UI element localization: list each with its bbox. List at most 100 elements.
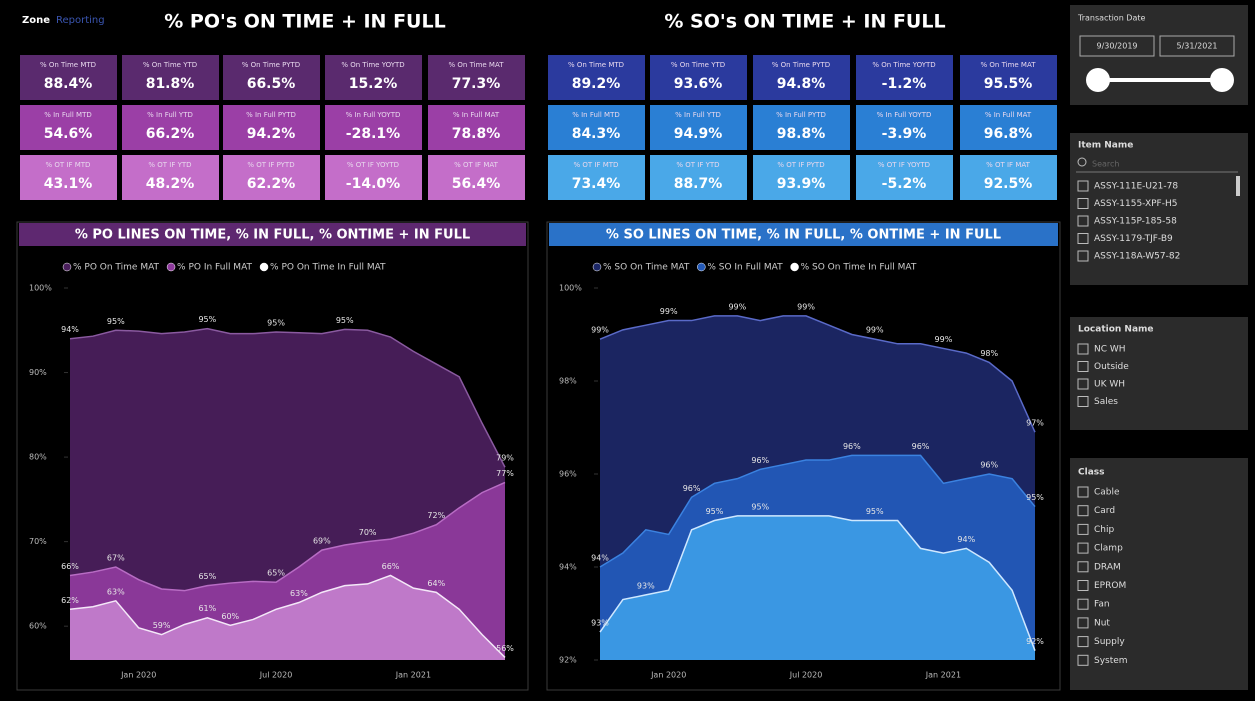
slider-handle[interactable]: [1086, 68, 1110, 92]
kpi-card: [753, 55, 850, 100]
slicer-item[interactable]: ASSY-1155-XPF-H5: [1094, 199, 1177, 209]
kpi-card: [650, 55, 747, 100]
kpi-card: [223, 55, 320, 100]
checkbox[interactable]: [1077, 654, 1089, 666]
checkbox[interactable]: [1077, 542, 1089, 554]
checkbox[interactable]: [1077, 215, 1089, 227]
kpi-value: 84.3%: [572, 126, 621, 142]
kpi-value: -28.1%: [346, 126, 400, 142]
po-title: % PO's ON TIME + IN FULL: [164, 11, 445, 33]
kpi-value: 54.6%: [44, 126, 93, 142]
date-box[interactable]: [1079, 35, 1155, 57]
kpi-value: 15.2%: [349, 76, 398, 92]
data-label: 94%: [591, 554, 609, 563]
date-box[interactable]: [1159, 35, 1235, 57]
checkbox[interactable]: [1077, 561, 1089, 573]
search-box[interactable]: Search: [1092, 160, 1119, 169]
data-label: 95%: [1026, 493, 1044, 502]
kpi-value: 62.2%: [247, 176, 296, 192]
checkbox[interactable]: [1077, 361, 1089, 372]
kpi-label: % In Full MTD: [572, 111, 620, 119]
slicer-item[interactable]: NC WH: [1094, 345, 1126, 355]
slicer-item[interactable]: Outside: [1094, 362, 1129, 372]
checkbox[interactable]: [1077, 617, 1089, 629]
slicer-item[interactable]: UK WH: [1094, 380, 1125, 390]
slicer-item[interactable]: ASSY-1179-TJF-B9: [1094, 234, 1173, 244]
checkbox[interactable]: [1077, 598, 1089, 610]
slicer-title: Class: [1078, 468, 1104, 478]
legend-swatch: [166, 262, 176, 272]
data-label: 79%: [496, 454, 514, 463]
kpi-value: 81.8%: [146, 76, 195, 92]
x-tick-label: Jan 2021: [925, 671, 961, 680]
y-tick-label: 80%: [29, 453, 47, 462]
y-tick-label: 90%: [29, 368, 47, 377]
legend-label: % SO On Time In Full MAT: [801, 263, 917, 273]
slicer-title: Location Name: [1078, 325, 1154, 335]
x-tick-label: Jul 2020: [789, 671, 823, 680]
kpi-label: % In Full YTD: [147, 111, 193, 119]
date-start[interactable]: 9/30/2019: [1096, 42, 1137, 51]
kpi-value: 94.8%: [777, 76, 826, 92]
series-line: [69, 481, 506, 592]
data-label: 62%: [61, 596, 79, 605]
slicer-item[interactable]: EPROM: [1094, 581, 1126, 591]
kpi-label: % In Full PYTD: [246, 111, 296, 119]
data-label: 94%: [61, 325, 79, 334]
slicer-item[interactable]: DRAM: [1094, 562, 1121, 572]
checkbox[interactable]: [1077, 180, 1089, 192]
kpi-value: 93.6%: [674, 76, 723, 92]
data-label: 99%: [935, 335, 953, 344]
kpi-value: 77.3%: [452, 76, 501, 92]
area-fill: [600, 515, 1035, 660]
data-label: 96%: [912, 442, 930, 451]
slicer-item[interactable]: ASSY-115P-185-58: [1094, 217, 1177, 227]
checkbox[interactable]: [1077, 505, 1089, 517]
slicer-item[interactable]: Sales: [1094, 397, 1118, 407]
checkbox[interactable]: [1077, 580, 1089, 591]
y-tick-label: 98%: [559, 377, 577, 386]
kpi-card: [20, 55, 117, 100]
y-tick-label: 100%: [29, 284, 52, 293]
legend-swatch: [592, 262, 602, 272]
data-label: 72%: [427, 511, 445, 520]
slicer-item[interactable]: System: [1094, 656, 1128, 666]
slider-handle[interactable]: [1210, 68, 1234, 92]
slicer-item[interactable]: ASSY-111E-U21-78: [1094, 182, 1178, 192]
checkbox[interactable]: [1077, 486, 1089, 498]
data-label: 70%: [359, 528, 377, 537]
kpi-value: 66.2%: [146, 126, 195, 142]
checkbox[interactable]: [1077, 636, 1089, 648]
slicer-item[interactable]: Clamp: [1094, 544, 1123, 554]
kpi-label: % On Time YTD: [671, 61, 725, 69]
legend-swatch: [790, 262, 799, 272]
slicer-item[interactable]: Card: [1094, 506, 1115, 516]
slicer-item[interactable]: Supply: [1094, 637, 1125, 647]
checkbox[interactable]: [1077, 343, 1089, 355]
kpi-card: [856, 105, 953, 150]
kpi-label: % In Full YOYTD: [877, 111, 932, 119]
kpi-card: [325, 155, 422, 200]
data-label: 69%: [313, 537, 331, 546]
slicer-item[interactable]: Fan: [1094, 600, 1110, 610]
checkbox[interactable]: [1077, 198, 1089, 209]
slicer-item[interactable]: Cable: [1094, 488, 1120, 498]
kpi-value: 78.8%: [452, 126, 501, 142]
kpi-label: % On Time YOYTD: [341, 61, 404, 69]
checkbox[interactable]: [1077, 378, 1089, 390]
checkbox[interactable]: [1077, 233, 1089, 244]
checkbox[interactable]: [1077, 523, 1089, 535]
kpi-value: 94.9%: [674, 126, 723, 142]
date-end[interactable]: 5/31/2021: [1176, 42, 1217, 51]
kpi-card: [548, 55, 645, 100]
x-tick-label: Jan 2021: [395, 671, 431, 680]
slicer-item[interactable]: Chip: [1094, 525, 1114, 535]
slicer-item[interactable]: ASSY-118A-W57-82: [1094, 252, 1180, 262]
data-label: 67%: [107, 554, 125, 563]
x-tick-label: Jul 2020: [259, 671, 293, 680]
checkbox[interactable]: [1077, 250, 1089, 262]
checkbox[interactable]: [1077, 396, 1089, 407]
slicer-item[interactable]: Nut: [1094, 618, 1110, 628]
kpi-card: [856, 55, 953, 100]
kpi-card: [20, 155, 117, 200]
